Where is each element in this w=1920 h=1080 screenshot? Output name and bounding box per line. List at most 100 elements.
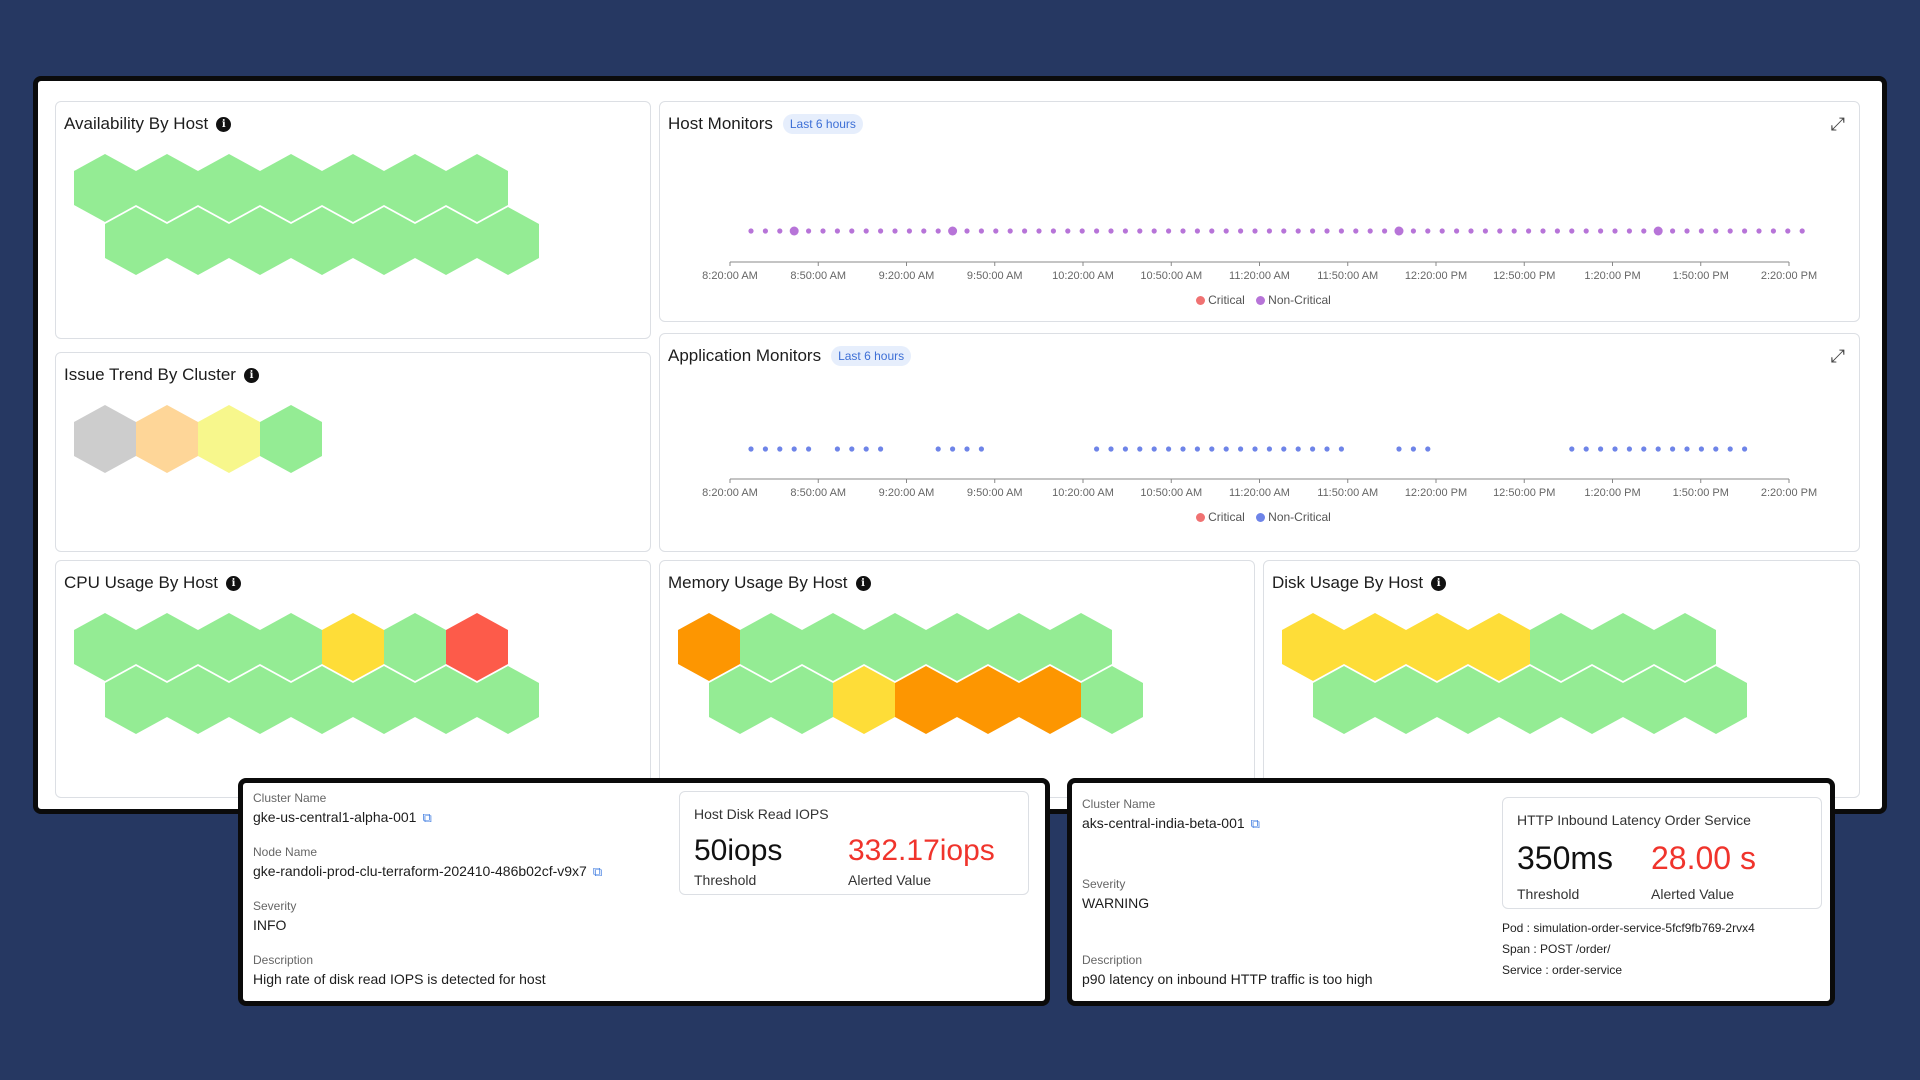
cluster-name-text[interactable]: aks-central-india-beta-001 <box>1082 815 1245 831</box>
host-hexagon[interactable] <box>1592 613 1654 681</box>
node-name-text[interactable]: gke-randoli-prod-clu-terraform-202410-48… <box>253 863 587 879</box>
monitor-event-dot[interactable] <box>1684 446 1690 452</box>
host-hexagon[interactable] <box>105 207 167 275</box>
monitor-event-dot[interactable] <box>1454 228 1460 234</box>
monitor-event-dot[interactable] <box>978 228 984 234</box>
monitor-event-dot[interactable] <box>777 228 783 234</box>
monitor-event-dot[interactable] <box>1698 228 1704 234</box>
monitor-event-dot[interactable] <box>1425 228 1431 234</box>
host-hexagon[interactable] <box>136 405 198 473</box>
monitor-event-dot[interactable] <box>1727 446 1733 452</box>
host-hexagon[interactable] <box>415 666 477 734</box>
monitor-event-dot[interactable] <box>1353 228 1359 234</box>
monitor-event-dot[interactable] <box>1094 446 1100 452</box>
host-hexagon[interactable] <box>74 405 136 473</box>
monitor-event-dot[interactable] <box>1569 446 1575 452</box>
monitor-event-dot[interactable] <box>1756 228 1762 234</box>
monitor-event-dot[interactable] <box>1295 228 1301 234</box>
host-hexagon[interactable] <box>446 613 508 681</box>
host-hexagon[interactable] <box>926 613 988 681</box>
monitor-event-dot[interactable] <box>1295 446 1301 452</box>
host-hexagon[interactable] <box>446 154 508 222</box>
host-hexagon[interactable] <box>384 613 446 681</box>
monitor-event-dot[interactable] <box>1238 446 1244 452</box>
host-hexagon[interactable] <box>322 154 384 222</box>
host-hexagon[interactable] <box>1468 613 1530 681</box>
monitor-event-dot[interactable] <box>791 446 797 452</box>
monitor-event-dot[interactable] <box>1094 228 1100 234</box>
time-range-badge[interactable]: Last 6 hours <box>782 114 863 134</box>
external-link-icon[interactable]: ⧉ <box>422 811 432 826</box>
monitor-event-dot[interactable] <box>964 228 970 234</box>
host-hexagon[interactable] <box>229 666 291 734</box>
host-hexagon[interactable] <box>229 207 291 275</box>
host-hexagon[interactable] <box>771 666 833 734</box>
monitor-event-dot[interactable] <box>1252 228 1258 234</box>
monitor-event-dot[interactable] <box>1482 228 1488 234</box>
monitor-event-dot[interactable] <box>1382 228 1388 234</box>
monitor-event-dot[interactable] <box>1554 228 1560 234</box>
info-icon[interactable]: i <box>855 575 871 591</box>
monitor-event-dot[interactable] <box>1698 446 1704 452</box>
external-link-icon[interactable]: ⧉ <box>1250 817 1260 832</box>
monitor-event-dot[interactable] <box>878 228 884 234</box>
info-icon[interactable]: i <box>226 575 241 591</box>
host-hexagon[interactable] <box>198 154 260 222</box>
monitor-event-dot[interactable] <box>1223 228 1229 234</box>
monitor-event-dot[interactable] <box>1583 446 1589 452</box>
monitor-event-dot[interactable] <box>849 228 855 234</box>
cluster-name-value[interactable]: gke-us-central1-alpha-001 ⧉ <box>253 809 432 826</box>
host-hexagon[interactable] <box>477 666 539 734</box>
host-hexagon[interactable] <box>1313 666 1375 734</box>
monitor-event-dot[interactable] <box>789 226 799 236</box>
monitor-event-dot[interactable] <box>1742 446 1748 452</box>
host-hexagon[interactable] <box>260 154 322 222</box>
monitor-event-dot[interactable] <box>1569 228 1575 234</box>
host-hexagon[interactable] <box>198 613 260 681</box>
monitor-event-dot[interactable] <box>978 446 984 452</box>
monitor-event-dot[interactable] <box>1194 228 1200 234</box>
host-hexagon[interactable] <box>477 207 539 275</box>
monitor-event-dot[interactable] <box>1266 228 1272 234</box>
monitor-event-dot[interactable] <box>906 228 912 234</box>
monitor-event-dot[interactable] <box>1238 228 1244 234</box>
monitor-event-dot[interactable] <box>762 446 768 452</box>
monitor-event-dot[interactable] <box>1410 446 1416 452</box>
monitor-event-dot[interactable] <box>1223 446 1229 452</box>
host-hexagon[interactable] <box>1530 613 1592 681</box>
monitor-event-dot[interactable] <box>1108 446 1114 452</box>
monitor-event-dot[interactable] <box>1338 446 1344 452</box>
monitor-event-dot[interactable] <box>806 228 812 234</box>
host-hexagon[interactable] <box>384 154 446 222</box>
monitor-event-dot[interactable] <box>1151 228 1157 234</box>
monitor-event-dot[interactable] <box>1036 228 1042 234</box>
monitor-event-dot[interactable] <box>1310 228 1316 234</box>
host-hexagon[interactable] <box>833 666 895 734</box>
monitor-event-dot[interactable] <box>1180 228 1186 234</box>
monitor-event-dot[interactable] <box>1396 446 1402 452</box>
monitor-event-dot[interactable] <box>1626 228 1632 234</box>
monitor-event-dot[interactable] <box>1670 446 1676 452</box>
host-hexagon[interactable] <box>988 613 1050 681</box>
cluster-name-value[interactable]: aks-central-india-beta-001 ⧉ <box>1082 815 1260 832</box>
monitor-event-dot[interactable] <box>1079 228 1085 234</box>
host-hexagon[interactable] <box>740 613 802 681</box>
host-hexagon[interactable] <box>957 666 1019 734</box>
host-hexagon[interactable] <box>260 405 322 473</box>
host-hexagon[interactable] <box>1685 666 1747 734</box>
monitor-event-dot[interactable] <box>878 446 884 452</box>
monitor-event-dot[interactable] <box>834 446 840 452</box>
host-hexagon[interactable] <box>415 207 477 275</box>
host-hexagon[interactable] <box>1081 666 1143 734</box>
info-icon[interactable]: i <box>1431 575 1447 591</box>
host-hexagon[interactable] <box>1437 666 1499 734</box>
host-hexagon[interactable] <box>260 613 322 681</box>
monitor-event-dot[interactable] <box>1151 446 1157 452</box>
monitor-event-dot[interactable] <box>1324 228 1330 234</box>
monitor-event-dot[interactable] <box>1007 228 1013 234</box>
monitor-event-dot[interactable] <box>1785 228 1791 234</box>
host-hexagon[interactable] <box>1406 613 1468 681</box>
monitor-event-dot[interactable] <box>1540 228 1546 234</box>
host-hexagon[interactable] <box>322 613 384 681</box>
host-hexagon[interactable] <box>1623 666 1685 734</box>
